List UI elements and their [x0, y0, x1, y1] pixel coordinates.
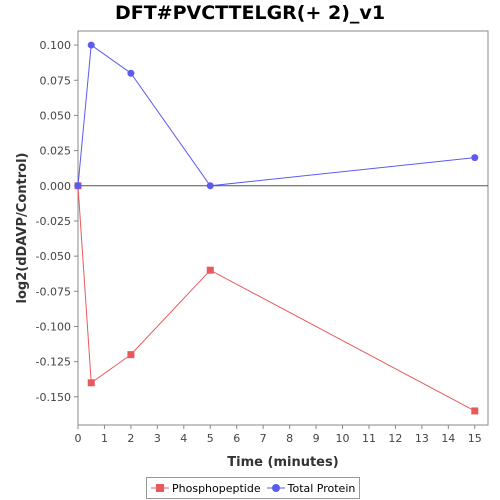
data-point-phosphopeptide	[471, 407, 479, 415]
x-tick-label: 5	[207, 432, 214, 445]
x-tick-label: 10	[336, 432, 350, 445]
legend: Phosphopeptide Total Protein	[146, 477, 361, 499]
y-tick-label: 0.075	[40, 74, 72, 87]
data-point-phosphopeptide	[206, 266, 214, 274]
legend-entry-total-protein: Total Protein	[266, 481, 356, 495]
x-tick-label: 9	[313, 432, 320, 445]
x-tick-label: 12	[388, 432, 402, 445]
x-tick-label: 3	[154, 432, 161, 445]
y-tick-label: -0.075	[36, 285, 71, 298]
x-tick-label: 4	[180, 432, 187, 445]
y-tick-label: -0.150	[36, 391, 71, 404]
data-point-phosphopeptide	[127, 351, 135, 359]
data-point-total-protein	[74, 182, 82, 190]
x-tick-label: 1	[101, 432, 108, 445]
x-tick-label: 11	[362, 432, 376, 445]
y-tick-label: -0.050	[36, 250, 71, 263]
y-tick-label: 0.100	[40, 39, 72, 52]
x-tick-label: 13	[415, 432, 429, 445]
data-point-total-protein	[206, 182, 214, 190]
x-tick-label: 6	[233, 432, 240, 445]
chart-title: DFT#PVCTTELGR(+ 2)_v1	[114, 2, 386, 24]
y-axis-title: log2(dDAVP/Control)	[15, 153, 30, 304]
legend-label-phosphopeptide: Phosphopeptide	[172, 481, 261, 495]
y-tick-label: 0.000	[40, 180, 72, 193]
y-tick-label: 0.050	[40, 109, 72, 122]
data-point-phosphopeptide	[87, 379, 95, 387]
square-marker-icon	[151, 484, 169, 492]
y-tick-label: -0.025	[36, 215, 71, 228]
data-point-total-protein	[87, 41, 95, 49]
x-tick-label: 7	[260, 432, 267, 445]
legend-entry-phosphopeptide: Phosphopeptide	[151, 482, 261, 495]
y-tick-label: -0.125	[36, 356, 71, 369]
x-axis-title: Time (minutes)	[227, 455, 338, 470]
y-tick-label: -0.100	[36, 321, 71, 334]
circle-marker-icon	[266, 484, 285, 492]
x-tick-label: 0	[75, 432, 82, 445]
x-tick-label: 2	[127, 432, 134, 445]
x-tick-label: 8	[286, 432, 293, 445]
data-point-total-protein	[127, 69, 135, 77]
y-tick-label: 0.025	[40, 145, 72, 158]
x-tick-label: 14	[441, 432, 455, 445]
data-point-total-protein	[471, 154, 479, 162]
legend-label-total-protein: Total Protein	[287, 481, 356, 495]
x-tick-label: 15	[468, 432, 482, 445]
plot-area	[77, 30, 489, 426]
